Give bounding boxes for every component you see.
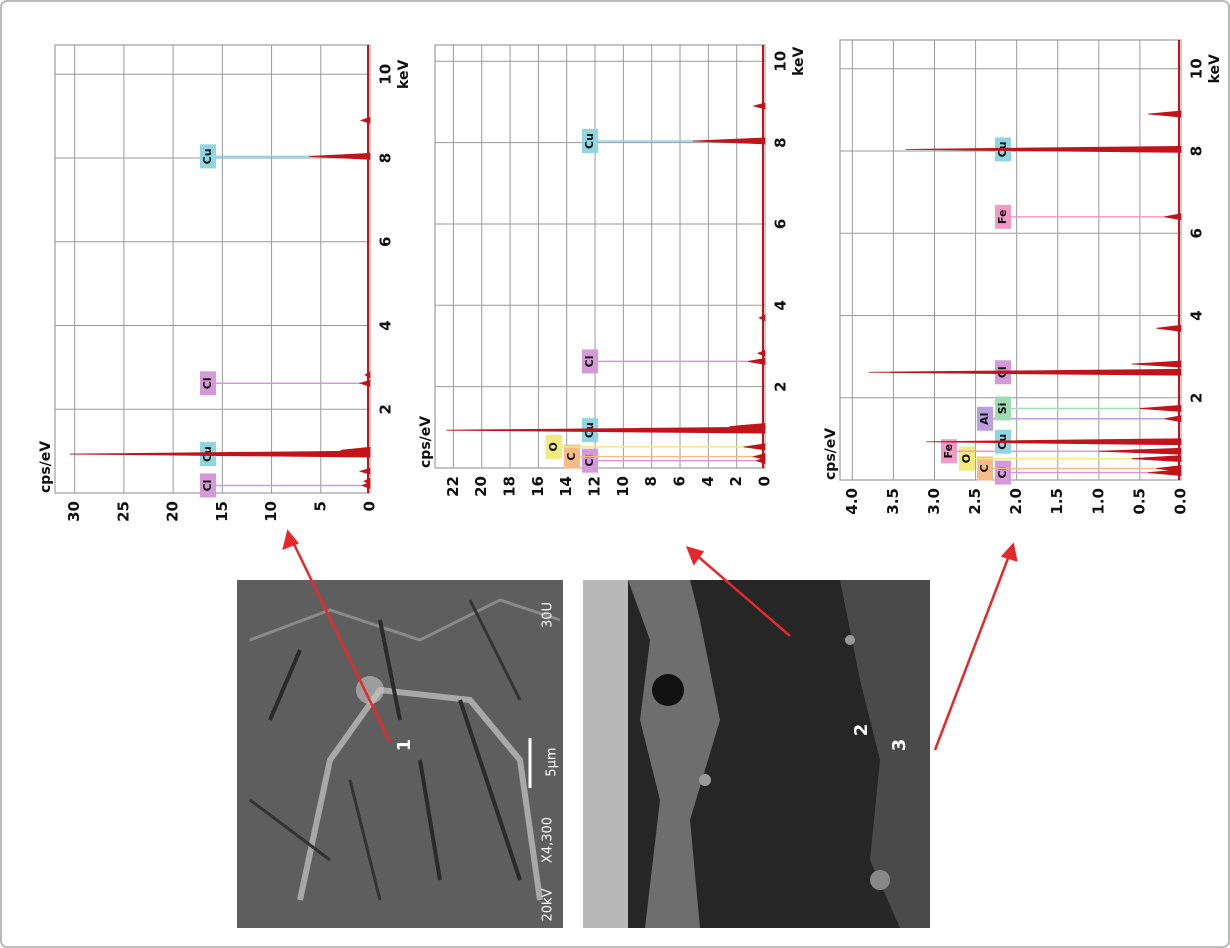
x-tick-label: 6 — [1188, 228, 1206, 238]
y-tick-label: 25 — [114, 501, 132, 522]
y-axis-label: cps/eV — [38, 441, 54, 493]
element-label: Cu — [583, 133, 596, 149]
y-tick-label: 0.5 — [1130, 488, 1148, 515]
y-tick-label: 30 — [65, 501, 83, 522]
y-tick-label: 20 — [164, 501, 182, 522]
x-axis-label: keV — [396, 60, 412, 89]
x-tick-label: 4 — [377, 320, 395, 330]
x-tick-label: 4 — [772, 300, 790, 310]
y-tick-label: 12 — [586, 476, 604, 497]
y-axis-label: cps/eV — [418, 416, 434, 468]
y-tick-label: 18 — [501, 476, 519, 497]
y-tick-label: 3.5 — [884, 488, 902, 515]
element-label: C — [978, 464, 991, 472]
spectrum-chart: 2468100246810121416182022keVcps/eVClCOCu… — [418, 45, 807, 497]
image-label: 30U — [541, 602, 556, 628]
y-tick-label: 0 — [756, 476, 774, 486]
element-label: C — [565, 453, 578, 461]
x-tick-label: 2 — [377, 404, 395, 414]
sem-image-2 — [583, 580, 930, 928]
y-tick-label: 22 — [444, 476, 462, 497]
y-tick-label: 2.0 — [1007, 488, 1025, 515]
y-tick-label: 2.5 — [966, 488, 984, 515]
x-axis-label: keV — [1207, 54, 1223, 83]
y-tick-label: 4 — [699, 476, 717, 486]
x-tick-label: 8 — [1188, 146, 1206, 156]
y-tick-label: 0 — [361, 501, 379, 511]
y-tick-label: 4.0 — [843, 488, 861, 515]
element-label: Al — [978, 413, 991, 425]
y-tick-label: 2 — [727, 476, 745, 486]
y-tick-label: 0.0 — [1172, 488, 1190, 515]
plot-area — [55, 45, 370, 493]
x-tick-label: 2 — [772, 381, 790, 391]
x-tick-label: 4 — [1188, 310, 1206, 320]
y-tick-label: 1.0 — [1089, 488, 1107, 515]
y-tick-label: 8 — [642, 476, 660, 486]
y-tick-label: 10 — [614, 476, 632, 497]
x-axis-label: keV — [791, 46, 807, 75]
y-tick-label: 14 — [557, 476, 575, 497]
x-tick-label: 10 — [1188, 58, 1206, 79]
x-tick-label: 6 — [377, 237, 395, 247]
y-tick-label: 16 — [529, 476, 547, 497]
y-axis-label: cps/eV — [823, 428, 839, 480]
element-label: Cl — [201, 377, 214, 389]
x-tick-label: 10 — [772, 51, 790, 72]
image-label: 20kV — [541, 888, 556, 921]
y-tick-label: 10 — [262, 501, 280, 522]
element-label: Si — [996, 403, 1009, 415]
y-tick-label: 15 — [213, 501, 231, 522]
element-label: O — [960, 454, 973, 463]
x-tick-label: 8 — [772, 137, 790, 147]
x-tick-label: 6 — [772, 219, 790, 229]
image-label: X4,300 — [541, 817, 556, 863]
y-tick-label: 1.5 — [1048, 488, 1066, 515]
sem-image-1 — [237, 580, 563, 928]
x-tick-label: 10 — [377, 64, 395, 85]
y-tick-label: 6 — [671, 476, 689, 486]
element-label: Cl — [201, 480, 214, 492]
element-label: Cu — [201, 148, 214, 164]
x-tick-label: 8 — [377, 153, 395, 163]
y-tick-label: 3.0 — [925, 488, 943, 515]
element-label: Fe — [996, 210, 1009, 225]
plot-area — [435, 45, 765, 468]
y-tick-label: 5 — [311, 501, 329, 511]
x-tick-label: 2 — [1188, 393, 1206, 403]
element-label: O — [547, 442, 560, 451]
figure: 246810051015202530keVcps/eVClCuClCu24681… — [0, 0, 1230, 948]
element-label: Fe — [942, 444, 955, 459]
element-label: Cl — [583, 356, 596, 368]
spectrum-chart: 2 4 6 8 10 0.0 0.5 1.0 1.5 2.0 2.5 3.0 3.5 4.0 keV cps/… — [823, 40, 1223, 515]
image-label: 2 — [851, 724, 872, 737]
image-label: 5μm — [545, 747, 560, 776]
image-label: 3 — [889, 739, 910, 752]
image-label: 1 — [394, 739, 415, 752]
y-tick-label: 20 — [472, 476, 490, 497]
